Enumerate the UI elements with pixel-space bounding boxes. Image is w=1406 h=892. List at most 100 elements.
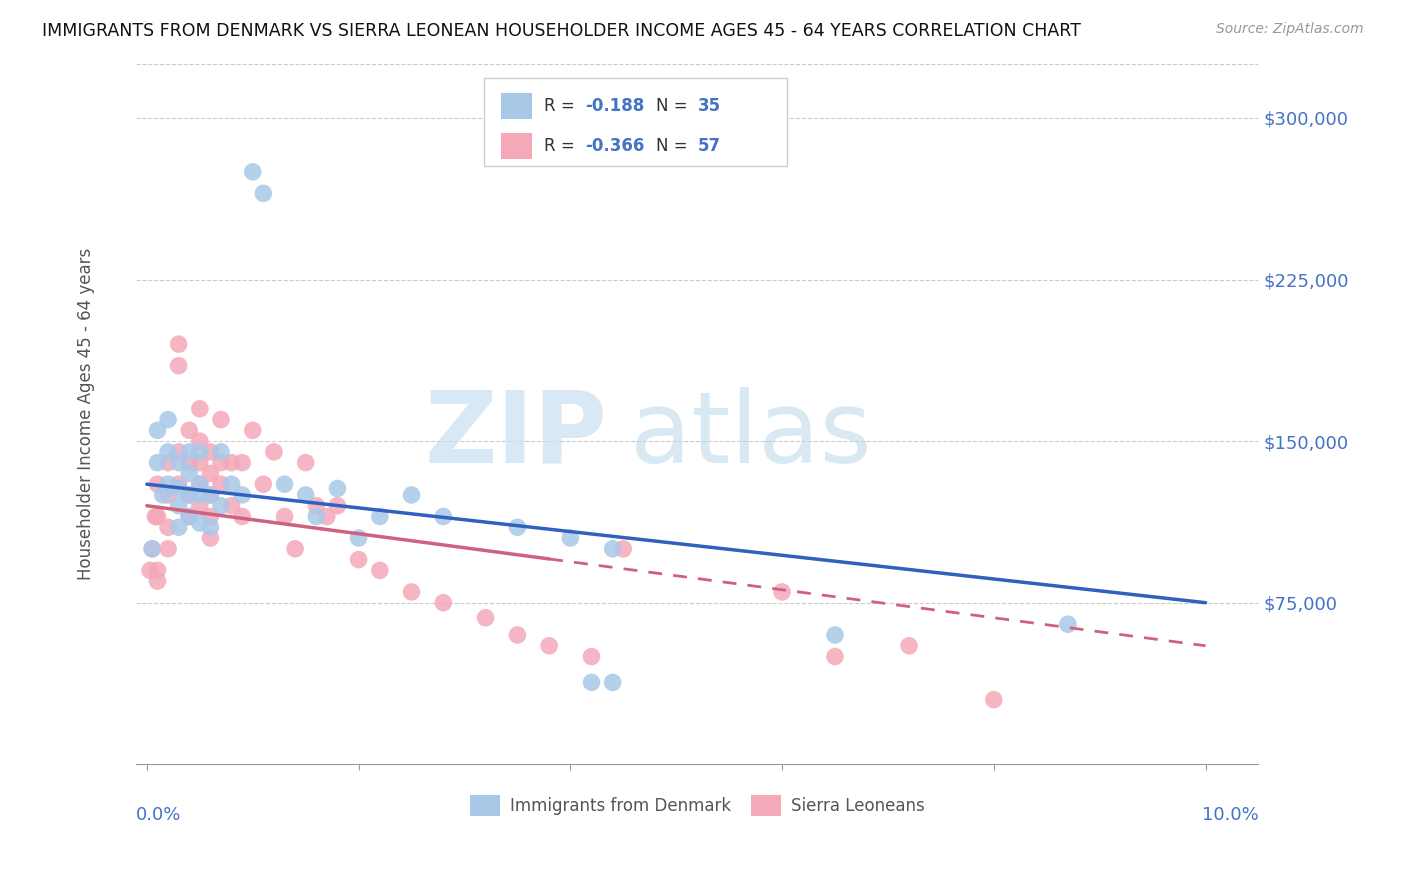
Point — [581, 649, 603, 664]
Point — [368, 563, 391, 577]
Point — [273, 509, 295, 524]
Point — [167, 456, 190, 470]
Point — [188, 516, 211, 530]
Point — [209, 456, 232, 470]
Point — [538, 639, 561, 653]
Point — [167, 445, 190, 459]
Text: 0.0%: 0.0% — [136, 806, 181, 824]
Text: -0.366: -0.366 — [585, 137, 644, 155]
Point — [188, 401, 211, 416]
Point — [263, 445, 285, 459]
Point — [152, 488, 174, 502]
Point — [221, 477, 243, 491]
Point — [824, 649, 846, 664]
Point — [347, 552, 370, 566]
Point — [284, 541, 307, 556]
Point — [824, 628, 846, 642]
Point — [209, 499, 232, 513]
Point — [560, 531, 582, 545]
Point — [273, 477, 295, 491]
Text: 35: 35 — [697, 97, 720, 115]
Point — [188, 477, 211, 491]
Point — [157, 412, 180, 426]
Point — [401, 488, 423, 502]
Point — [612, 541, 634, 556]
Point — [294, 488, 316, 502]
FancyBboxPatch shape — [501, 93, 533, 120]
Text: atlas: atlas — [630, 386, 872, 483]
Point — [146, 574, 169, 588]
Text: N =: N = — [655, 97, 693, 115]
Point — [179, 423, 201, 437]
Point — [602, 541, 624, 556]
Point — [188, 445, 211, 459]
Point — [315, 509, 337, 524]
Point — [231, 456, 253, 470]
Point — [252, 186, 274, 201]
Point — [200, 509, 222, 524]
Point — [305, 499, 328, 513]
Point — [326, 499, 349, 513]
Point — [188, 477, 211, 491]
Text: Source: ZipAtlas.com: Source: ZipAtlas.com — [1216, 22, 1364, 37]
Point — [231, 509, 253, 524]
Text: 10.0%: 10.0% — [1202, 806, 1258, 824]
Text: IMMIGRANTS FROM DENMARK VS SIERRA LEONEAN HOUSEHOLDER INCOME AGES 45 - 64 YEARS : IMMIGRANTS FROM DENMARK VS SIERRA LEONEA… — [42, 22, 1081, 40]
Point — [231, 488, 253, 502]
Point — [200, 488, 222, 502]
Point — [898, 639, 921, 653]
Text: N =: N = — [655, 137, 693, 155]
Point — [167, 499, 190, 513]
Point — [167, 520, 190, 534]
Point — [401, 585, 423, 599]
Point — [179, 509, 201, 524]
Point — [157, 456, 180, 470]
Point — [432, 596, 454, 610]
FancyBboxPatch shape — [484, 78, 787, 166]
Point — [506, 628, 529, 642]
Point — [141, 541, 163, 556]
Point — [146, 477, 169, 491]
Text: R =: R = — [544, 137, 579, 155]
Point — [146, 456, 169, 470]
Point — [474, 611, 496, 625]
Point — [242, 165, 264, 179]
Text: R =: R = — [544, 97, 579, 115]
Point — [347, 531, 370, 545]
Point — [221, 499, 243, 513]
Point — [167, 482, 190, 496]
FancyBboxPatch shape — [501, 133, 533, 160]
Point — [209, 412, 232, 426]
Point — [602, 675, 624, 690]
Point — [200, 488, 222, 502]
Point — [188, 434, 211, 449]
Point — [143, 509, 166, 524]
Point — [167, 477, 190, 491]
Point — [242, 423, 264, 437]
Point — [1057, 617, 1080, 632]
Text: -0.188: -0.188 — [585, 97, 644, 115]
Point — [581, 675, 603, 690]
Point — [146, 509, 169, 524]
Point — [179, 445, 201, 459]
Point — [179, 456, 201, 470]
Legend: Immigrants from Denmark, Sierra Leoneans: Immigrants from Denmark, Sierra Leoneans — [464, 789, 932, 822]
Point — [157, 541, 180, 556]
Point — [157, 445, 180, 459]
Point — [200, 531, 222, 545]
Point — [167, 359, 190, 373]
Point — [139, 563, 162, 577]
Point — [200, 445, 222, 459]
Point — [188, 499, 211, 513]
Point — [167, 337, 190, 351]
Point — [209, 477, 232, 491]
Point — [179, 509, 201, 524]
Point — [188, 488, 211, 502]
Point — [188, 456, 211, 470]
Point — [157, 520, 180, 534]
Point — [179, 488, 201, 502]
Point — [326, 482, 349, 496]
Point — [157, 488, 180, 502]
Point — [983, 692, 1005, 706]
Text: ZIP: ZIP — [425, 386, 607, 483]
